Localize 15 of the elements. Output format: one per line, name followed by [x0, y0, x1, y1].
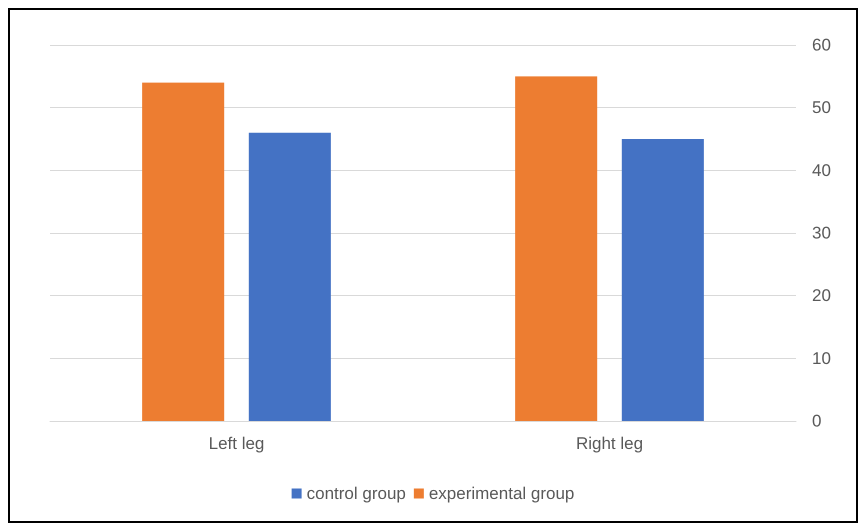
legend-label: experimental group: [428, 484, 574, 503]
y-tick-label: 30: [812, 224, 831, 242]
bar: [142, 82, 224, 421]
x-tick-label: Left leg: [208, 434, 264, 453]
y-tick-label: 20: [812, 286, 831, 306]
y-tick-label: 60: [812, 36, 831, 54]
bar: [622, 139, 704, 421]
x-tick-label: Right leg: [576, 434, 644, 453]
bar: [248, 132, 331, 421]
y-tick-label: 0: [812, 412, 822, 430]
bar: [515, 76, 598, 421]
y-tick-label: 50: [812, 98, 831, 118]
y-tick-label: 40: [812, 160, 831, 180]
legend-label: control group: [306, 484, 406, 503]
y-tick-label: 10: [812, 348, 831, 368]
